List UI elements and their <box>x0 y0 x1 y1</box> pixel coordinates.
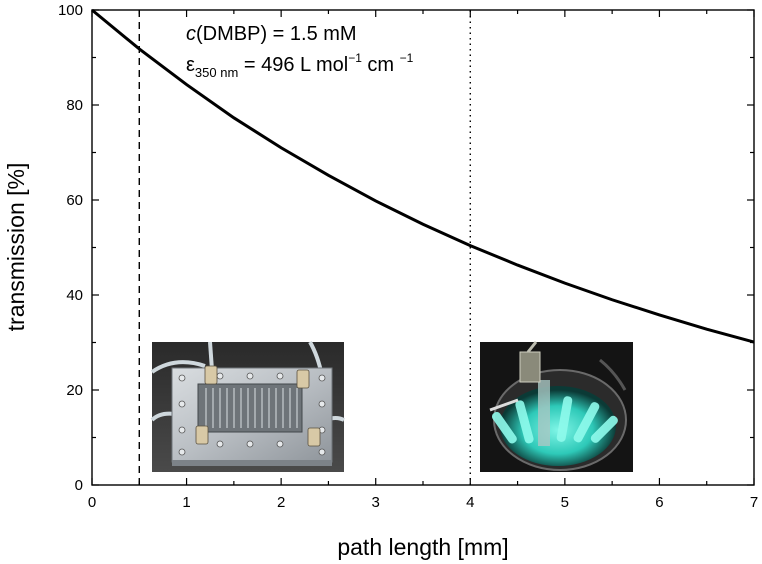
epsilon-annotation: ε350 nm = 496 L mol−1 cm −1 <box>186 51 414 80</box>
x-tick-label: 7 <box>750 494 758 511</box>
x-tick-label: 0 <box>88 494 96 511</box>
x-tick-label: 4 <box>466 494 474 511</box>
y-tick-label: 0 <box>75 477 83 494</box>
x-tick-label: 5 <box>561 494 569 511</box>
transmission-curve <box>91 8 755 344</box>
concentration-annotation: c(DMBP) = 1.5 mM <box>186 23 357 45</box>
x-tick-labels: 0 1 2 3 4 5 6 7 <box>88 494 758 511</box>
microreactor-photo <box>150 341 345 472</box>
y-axis-title: transmission [%] <box>3 163 29 332</box>
reference-lines <box>138 10 471 485</box>
photoreactor-photo <box>480 341 633 472</box>
y-tick-label: 20 <box>66 382 83 399</box>
y-tick-label: 100 <box>58 2 83 19</box>
y-tick-label: 40 <box>66 287 83 304</box>
x-tick-label: 6 <box>655 494 663 511</box>
y-tick-labels: 0 20 40 60 80 100 <box>58 2 83 494</box>
y-tick-label: 80 <box>66 97 83 114</box>
y-tick-label: 60 <box>66 192 83 209</box>
x-axis-title: path length [mm] <box>337 534 508 560</box>
x-tick-label: 2 <box>277 494 285 511</box>
x-tick-label: 3 <box>372 494 380 511</box>
x-tick-label: 1 <box>182 494 190 511</box>
